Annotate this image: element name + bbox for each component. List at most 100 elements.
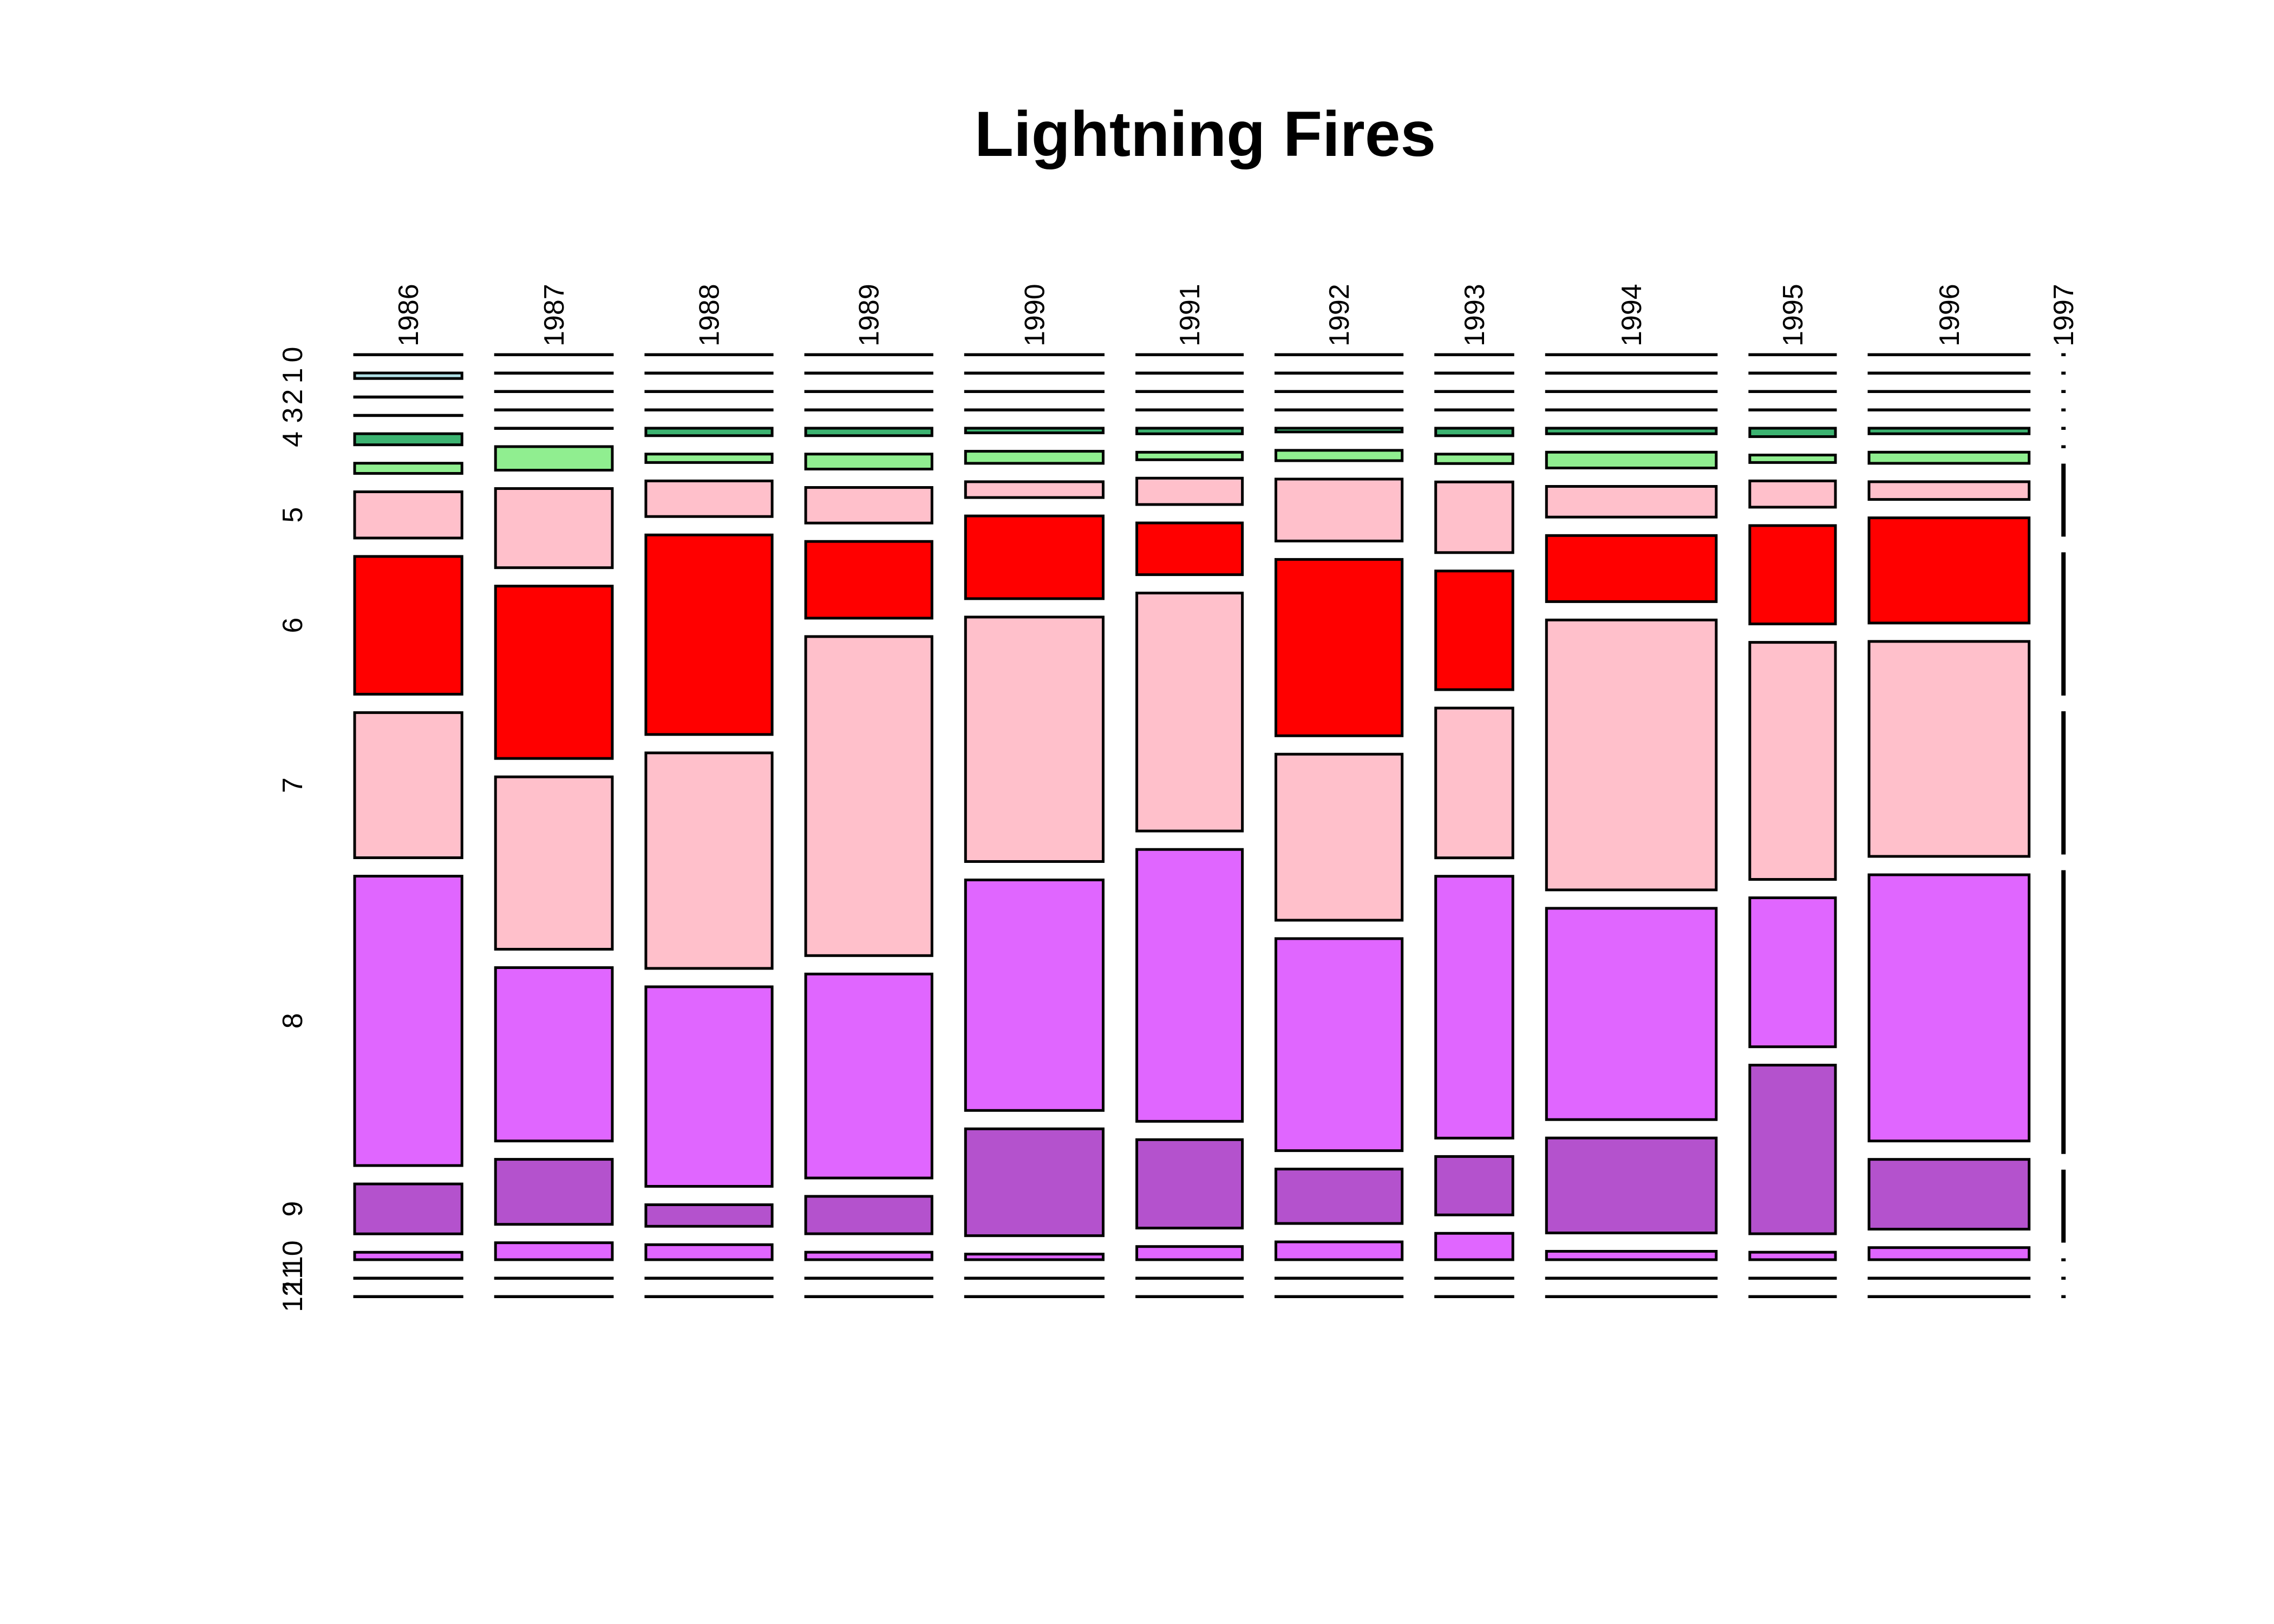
mosaic-tile-1987-5 bbox=[494, 445, 614, 472]
mosaic-tile-1996-4 bbox=[1867, 427, 2031, 435]
mosaic-tile-1986-13 bbox=[353, 1295, 463, 1298]
mosaic-tile-1991-4 bbox=[1135, 427, 1244, 435]
mosaic-tile-1988-8 bbox=[644, 751, 774, 970]
mosaic-tile-1993-12 bbox=[1434, 1276, 1514, 1280]
mosaic-tile-1992-5 bbox=[1275, 449, 1404, 462]
mosaic-tile-1996-1 bbox=[1867, 371, 2031, 375]
mosaic-tile-1987-13 bbox=[494, 1295, 614, 1298]
mosaic-tile-1996-12 bbox=[1867, 1276, 2031, 1280]
mosaic-tile-1991-10 bbox=[1135, 1138, 1244, 1230]
mosaic-tile-1988-10 bbox=[644, 1203, 774, 1228]
mosaic-tile-1993-5 bbox=[1434, 453, 1514, 465]
mosaic-tile-1986-10 bbox=[353, 1182, 463, 1235]
mosaic-tile-1989-5 bbox=[804, 453, 933, 470]
x-tick-label-1989: 1989 bbox=[854, 284, 885, 346]
mosaic-tile-1992-8 bbox=[1275, 752, 1404, 922]
mosaic-tile-1990-2 bbox=[964, 390, 1105, 393]
x-tick-label-1988: 1988 bbox=[694, 284, 726, 346]
mosaic-tile-1993-7 bbox=[1434, 569, 1514, 691]
mosaic-tile-1990-6 bbox=[964, 480, 1105, 499]
mosaic-tile-1995-10 bbox=[1748, 1064, 1837, 1235]
mosaic-tile-1996-10 bbox=[1867, 1158, 2031, 1231]
mosaic-tiles bbox=[353, 353, 2066, 1298]
mosaic-tile-1992-7 bbox=[1275, 558, 1404, 737]
mosaic-tile-1993-11 bbox=[1434, 1232, 1514, 1261]
mosaic-tile-1993-10 bbox=[1434, 1155, 1514, 1216]
mosaic-tile-1986-4 bbox=[353, 432, 463, 447]
mosaic-tile-1992-1 bbox=[1275, 371, 1404, 375]
mosaic-tile-1993-9 bbox=[1434, 875, 1514, 1140]
x-tick-label-1996: 1996 bbox=[1934, 284, 1965, 346]
y-tick-label-11: 11 bbox=[277, 1263, 309, 1293]
mosaic-tile-1987-2 bbox=[494, 390, 614, 393]
mosaic-tile-1997-7 bbox=[2061, 552, 2066, 696]
mosaic-tile-1987-11 bbox=[494, 1241, 614, 1261]
mosaic-tile-1986-9 bbox=[353, 875, 463, 1167]
mosaic-tile-1987-4 bbox=[494, 427, 614, 430]
mosaic-tile-1995-12 bbox=[1748, 1276, 1837, 1280]
mosaic-tile-1993-8 bbox=[1434, 706, 1514, 860]
mosaic-tile-1991-7 bbox=[1135, 521, 1244, 577]
mosaic-tile-1997-10 bbox=[2061, 1169, 2066, 1243]
x-tick-label-1992: 1992 bbox=[1324, 284, 1355, 346]
mosaic-tile-1988-2 bbox=[644, 390, 774, 393]
y-tick-label-8: 8 bbox=[277, 1013, 309, 1029]
mosaic-tile-1995-6 bbox=[1748, 479, 1837, 509]
mosaic-tile-1992-6 bbox=[1275, 477, 1404, 542]
mosaic-tile-1987-9 bbox=[494, 966, 614, 1143]
y-tick-label-9: 9 bbox=[277, 1201, 309, 1217]
mosaic-tile-1988-13 bbox=[644, 1295, 774, 1298]
mosaic-tile-1994-8 bbox=[1545, 618, 1718, 892]
mosaic-tile-1993-2 bbox=[1434, 390, 1514, 393]
mosaic-tile-1986-8 bbox=[353, 711, 463, 860]
mosaic-tile-1997-1 bbox=[2061, 371, 2066, 375]
mosaic-tile-1995-11 bbox=[1748, 1250, 1837, 1261]
mosaic-tile-1996-9 bbox=[1867, 873, 2031, 1143]
mosaic-tile-1989-9 bbox=[804, 972, 933, 1180]
y-tick-label-3: 3 bbox=[277, 408, 309, 423]
mosaic-tile-1994-6 bbox=[1545, 485, 1718, 519]
mosaic-tile-1991-13 bbox=[1135, 1295, 1244, 1298]
x-tick-label-1997: 1997 bbox=[2048, 284, 2080, 346]
mosaic-tile-1991-6 bbox=[1135, 476, 1244, 506]
mosaic-tile-1992-12 bbox=[1275, 1276, 1404, 1280]
mosaic-tile-1987-1 bbox=[494, 371, 614, 375]
chart-title: Lightning Fires bbox=[975, 99, 1436, 170]
mosaic-tile-1994-10 bbox=[1545, 1136, 1718, 1235]
mosaic-tile-1989-10 bbox=[804, 1195, 933, 1235]
mosaic-tile-1997-4 bbox=[2061, 427, 2066, 430]
x-tick-label-1995: 1995 bbox=[1778, 284, 1809, 346]
mosaic-tile-1989-13 bbox=[804, 1295, 933, 1298]
mosaic-tile-1995-7 bbox=[1748, 524, 1837, 626]
mosaic-tile-1995-9 bbox=[1748, 896, 1837, 1049]
mosaic-tile-1991-9 bbox=[1135, 848, 1244, 1123]
mosaic-tile-1995-13 bbox=[1748, 1295, 1837, 1298]
mosaic-tile-1997-6 bbox=[2061, 463, 2066, 537]
mosaic-tile-1997-9 bbox=[2061, 870, 2066, 1154]
y-tick-label-6: 6 bbox=[277, 618, 309, 633]
mosaic-tile-1988-6 bbox=[644, 479, 774, 518]
mosaic-tile-1997-8 bbox=[2061, 711, 2066, 855]
mosaic-tile-1996-11 bbox=[1867, 1246, 2031, 1261]
mosaic-tile-1989-4 bbox=[804, 427, 933, 437]
y-tick-label-2: 2 bbox=[277, 389, 309, 405]
mosaic-tile-1989-7 bbox=[804, 540, 933, 620]
mosaic-tile-1996-6 bbox=[1867, 480, 2031, 501]
mosaic-tile-1986-11 bbox=[353, 1250, 463, 1261]
mosaic-tile-1997-13 bbox=[2061, 1295, 2066, 1298]
mosaic-tile-1989-6 bbox=[804, 486, 933, 525]
y-tick-label-4: 4 bbox=[277, 431, 309, 447]
mosaic-tile-1988-9 bbox=[644, 985, 774, 1188]
mosaic-tile-1993-4 bbox=[1434, 427, 1514, 437]
mosaic-tile-1987-6 bbox=[494, 487, 614, 569]
x-tick-label-1990: 1990 bbox=[1020, 284, 1051, 346]
mosaic-tile-1994-2 bbox=[1545, 390, 1718, 393]
mosaic-tile-1986-1 bbox=[353, 371, 463, 380]
y-tick-label-10: 10 bbox=[277, 1240, 309, 1272]
mosaic-tile-1992-2 bbox=[1275, 390, 1404, 393]
mosaic-tile-1986-12 bbox=[353, 1276, 463, 1280]
mosaic-tile-1989-12 bbox=[804, 1276, 933, 1280]
mosaic-tile-1994-1 bbox=[1545, 371, 1718, 375]
